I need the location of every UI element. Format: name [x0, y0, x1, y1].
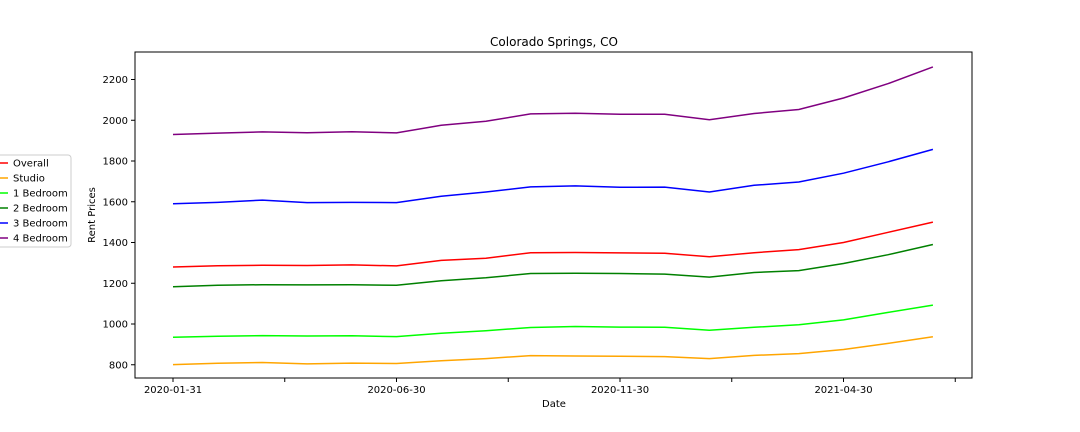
- legend-label-studio: Studio: [13, 174, 45, 185]
- x-tick-label: 2020-06-30: [367, 385, 425, 396]
- series-line-2-bedroom: [172, 243, 934, 288]
- y-axis: 800 1000 1200 1400 1600 1800 2000 2200: [103, 75, 135, 371]
- y-axis-label: Rent Prices: [87, 187, 98, 243]
- series-line-3-bedroom: [172, 148, 934, 205]
- legend: Overall Studio 1 Bedroom 2 Bedroom 3 Bedroom…: [0, 154, 72, 248]
- y-tick-label: 1600: [103, 197, 128, 208]
- series-line-4-bedroom: [172, 66, 934, 136]
- series-lines: [172, 66, 934, 366]
- legend-box: [0, 154, 72, 248]
- x-tick-label: 2020-11-30: [591, 385, 649, 396]
- y-tick-label: 1800: [103, 157, 128, 168]
- legend-label-2-bedroom: 2 Bedroom: [13, 204, 68, 215]
- legend-label-overall: Overall: [13, 159, 49, 170]
- x-tick-label: 2021-04-30: [814, 385, 872, 396]
- x-tick-label: 2020-01-31: [144, 385, 202, 396]
- y-tick-label: 1000: [103, 320, 128, 331]
- chart-title: Colorado Springs, CO: [490, 35, 618, 49]
- series-line-studio: [172, 336, 934, 366]
- y-tick-label: 2200: [103, 75, 128, 86]
- y-tick-label: 1400: [103, 238, 128, 249]
- y-tick-label: 800: [109, 360, 128, 371]
- plot-area-frame: [134, 51, 973, 379]
- legend-label-3-bedroom: 3 Bedroom: [13, 219, 68, 230]
- series-line-1-bedroom: [172, 304, 934, 339]
- x-axis-label: Date: [542, 399, 566, 410]
- y-tick-label: 1200: [103, 279, 128, 290]
- legend-label-1-bedroom: 1 Bedroom: [13, 189, 68, 200]
- legend-label-4-bedroom: 4 Bedroom: [13, 234, 68, 245]
- series-line-overall: [172, 221, 934, 268]
- x-axis: 2020-01-31 2020-06-30 2020-11-30 2021-04-30: [144, 378, 956, 396]
- y-tick-label: 2000: [103, 116, 128, 127]
